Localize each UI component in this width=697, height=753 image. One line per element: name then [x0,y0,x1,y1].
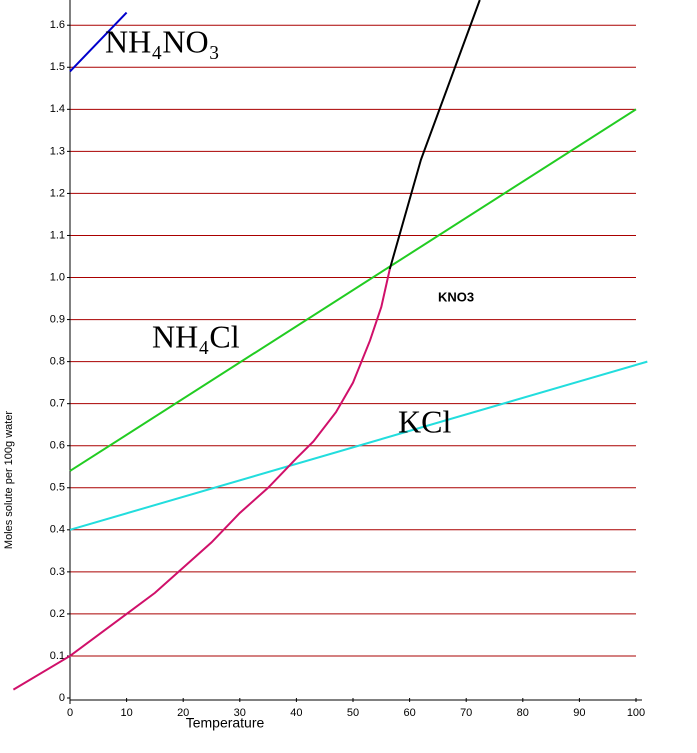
x-tick-label: 60 [403,707,415,719]
y-tick-label: 1.4 [50,103,65,115]
y-axis-label: Moles solute per 100g water [3,411,15,550]
x-tick-label: 50 [347,707,359,719]
x-tick-label: 70 [460,707,472,719]
y-tick-label: 0.9 [50,313,65,325]
y-tick-label: 0.2 [50,608,65,620]
x-tick-label: 100 [627,707,645,719]
x-axis-label: Temperature [186,715,265,731]
y-tick-label: 0.7 [50,398,65,410]
x-tick-label: 40 [290,707,302,719]
series-line [69,11,128,73]
y-tick-label: 1.2 [50,187,65,199]
y-tick-label: 0.8 [50,356,65,368]
y-tick-label: 1.5 [50,61,65,73]
x-tick-label: 80 [517,707,529,719]
x-tick-label: 10 [120,707,132,719]
y-tick-label: 1.6 [50,19,65,31]
series-label: KCl [398,403,451,439]
series-label: NH₄NO₃ [105,23,220,59]
series-line [69,360,648,531]
series-line [388,0,481,270]
x-tick-label: 90 [573,707,585,719]
series-line [12,268,391,691]
y-tick-label: 1.1 [50,229,65,241]
y-tick-label: 0 [59,692,65,704]
y-tick-label: 1.0 [50,271,65,283]
series-label: KNO3 [438,289,474,304]
x-tick-label: 20 [177,707,189,719]
y-tick-label: 0.4 [50,524,65,536]
series-line [69,108,637,472]
x-tick-label: 30 [234,707,246,719]
y-tick-label: 0.6 [50,440,65,452]
x-tick-label: 0 [67,707,73,719]
y-tick-label: 0.1 [50,650,65,662]
y-tick-label: 0.3 [50,566,65,578]
y-tick-label: 1.3 [50,145,65,157]
series-label: NH₄Cl [152,318,240,354]
y-tick-label: 0.5 [50,482,65,494]
